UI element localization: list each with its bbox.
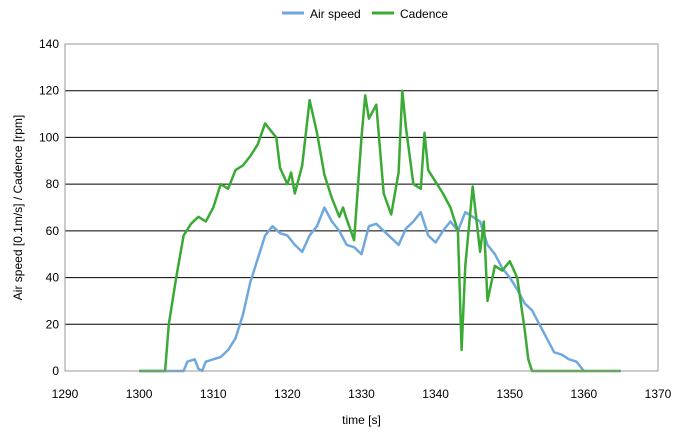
x-tick-label: 1320 bbox=[274, 387, 301, 401]
x-tick-label: 1290 bbox=[52, 387, 79, 401]
x-axis-label: time [s] bbox=[342, 413, 381, 427]
y-tick-labels: 0 20 40 60 80 100 120 140 bbox=[39, 37, 59, 378]
y-tick-label: 60 bbox=[46, 224, 60, 238]
series-line-air-speed bbox=[139, 206, 585, 373]
x-tick-label: 1370 bbox=[645, 387, 672, 401]
legend-label-air-speed: Air speed bbox=[310, 7, 361, 21]
x-tick-label: 1340 bbox=[422, 387, 449, 401]
y-tick-label: 0 bbox=[52, 364, 59, 378]
x-tick-label: 1330 bbox=[348, 387, 375, 401]
y-tick-label: 140 bbox=[39, 37, 59, 51]
y-tick-label: 100 bbox=[39, 130, 59, 144]
x-tick-label: 1310 bbox=[200, 387, 227, 401]
x-tick-labels: 1290 1300 1310 1320 1330 1340 1350 1360 1370 bbox=[52, 387, 672, 401]
x-tick-label: 1350 bbox=[496, 387, 523, 401]
y-tick-label: 120 bbox=[39, 84, 59, 98]
series-line-cadence bbox=[139, 89, 621, 373]
y-tick-label: 40 bbox=[46, 271, 60, 285]
x-tick-label: 1300 bbox=[126, 387, 153, 401]
legend: Air speed Cadence bbox=[282, 7, 448, 21]
plot-frame bbox=[64, 43, 659, 372]
series-lines bbox=[139, 89, 621, 373]
legend-label-cadence: Cadence bbox=[400, 7, 448, 21]
y-axis-label: Air speed [0.1m/s] / Cadence [rpm] bbox=[11, 115, 25, 300]
y-tick-label: 80 bbox=[46, 177, 60, 191]
x-tick-label: 1360 bbox=[571, 387, 598, 401]
y-tick-label: 20 bbox=[46, 317, 60, 331]
